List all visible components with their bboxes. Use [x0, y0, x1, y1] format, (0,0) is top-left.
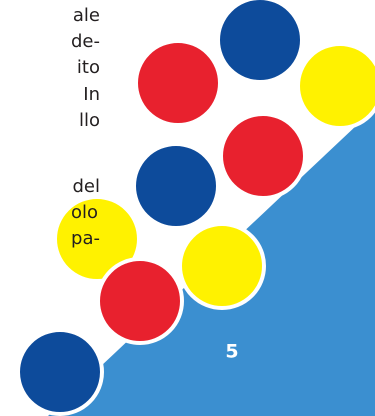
blue-circle: [16, 328, 104, 416]
body-text-line: del: [72, 176, 100, 197]
yellow-circle: [178, 222, 266, 310]
yellow-circle: [53, 195, 141, 283]
yellow-circle: [296, 42, 375, 130]
body-text-line: pa-: [71, 228, 100, 249]
red-circle: [219, 112, 307, 200]
red-circle: [96, 257, 184, 345]
body-text-line: olo: [71, 202, 98, 223]
blue-circle: [216, 0, 304, 84]
body-text-line: ale: [73, 5, 100, 26]
body-text-line: llo: [79, 110, 100, 131]
body-text-line: In: [83, 84, 100, 105]
body-text-line: ito: [77, 57, 100, 78]
red-circle: [134, 39, 222, 127]
body-text-line: de-: [71, 31, 100, 52]
blue-circle: [132, 142, 220, 230]
page-number: 5: [225, 341, 238, 363]
